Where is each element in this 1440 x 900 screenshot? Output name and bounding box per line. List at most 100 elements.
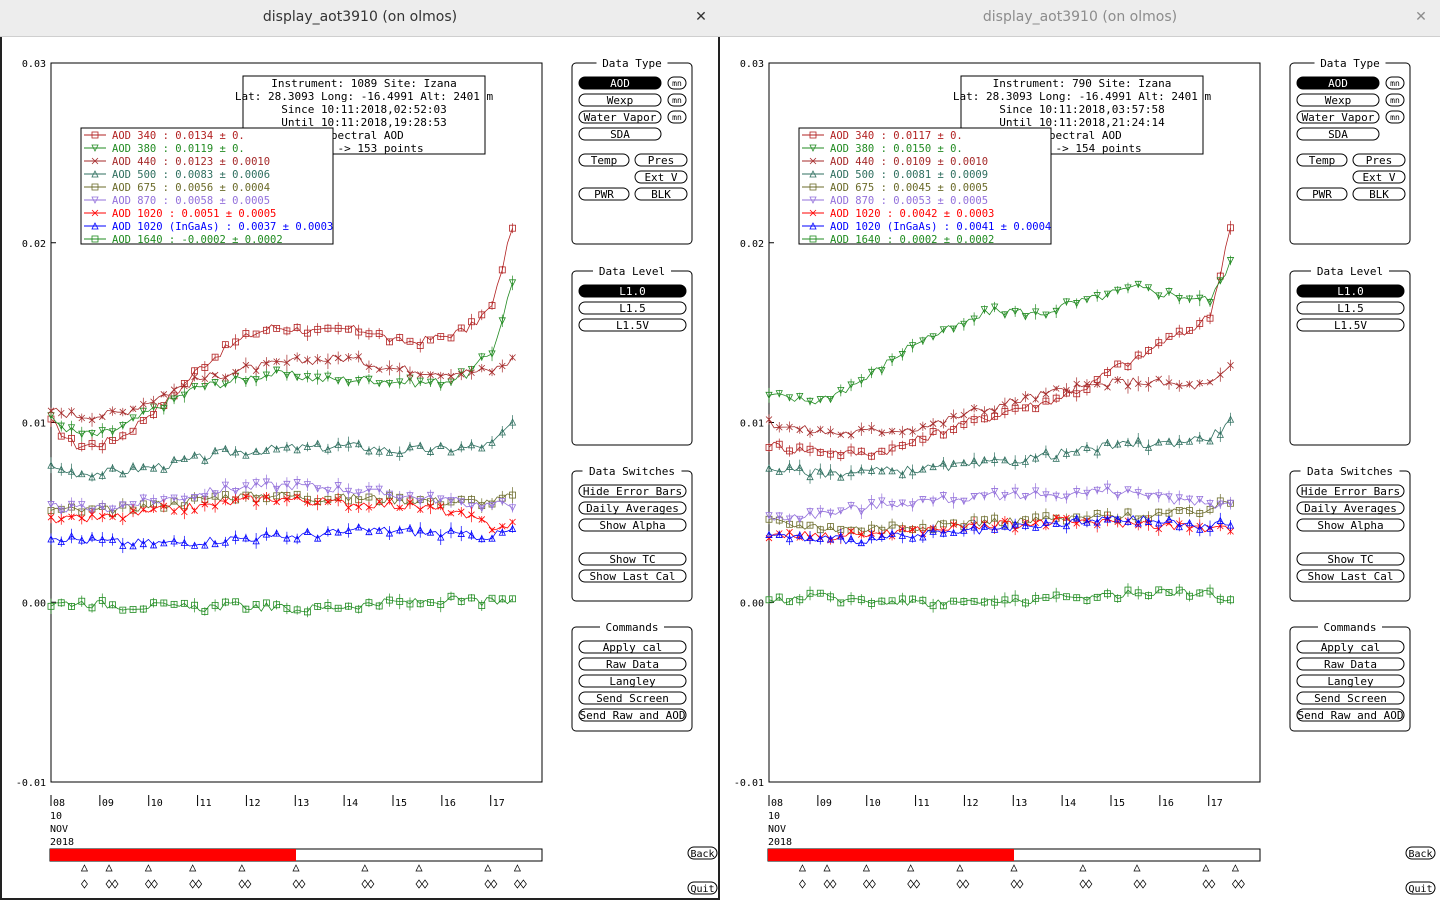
button-label[interactable]: mn [672,96,682,105]
pwr-button[interactable]: PWR [1296,187,1348,201]
blk-button[interactable]: BLK [1352,187,1406,201]
button-label[interactable]: L1.0 [1337,285,1364,298]
back-button[interactable]: Back [1405,846,1436,860]
button-label[interactable]: PWR [594,188,614,201]
button-frame[interactable] [687,881,718,895]
button-frame[interactable] [1296,284,1405,298]
daily-averages-button[interactable]: Daily Averages [578,501,687,515]
button-label[interactable]: Back [1408,849,1432,860]
slider-fill[interactable] [50,849,296,861]
button-label[interactable]: SDA [1328,128,1348,141]
apply-cal-button[interactable]: Apply cal [578,640,687,654]
show-last-cal-button[interactable]: Show Last Cal [1296,569,1405,583]
button-frame[interactable] [667,93,687,107]
quit-button[interactable]: Quit [687,881,718,895]
level-l10-button[interactable]: L1.0 [1296,284,1405,298]
level-l10-button[interactable]: L1.0 [578,284,687,298]
water-vapor-mn-button[interactable]: mn [1385,110,1405,124]
button-frame[interactable] [578,657,687,671]
button-frame[interactable] [1296,657,1405,671]
button-label[interactable]: Hide Error Bars [583,485,682,498]
button-frame[interactable] [1296,708,1405,722]
sda-button[interactable]: SDA [1296,127,1380,141]
button-label[interactable]: Show TC [609,553,655,566]
button-frame[interactable] [634,153,688,167]
wexp-mn-button[interactable]: mn [1385,93,1405,107]
button-frame[interactable] [1405,846,1436,860]
button-frame[interactable] [578,153,630,167]
button-label[interactable]: Daily Averages [1304,502,1397,515]
button-label[interactable]: Apply cal [603,641,663,654]
button-frame[interactable] [578,187,630,201]
button-frame[interactable] [1385,76,1405,90]
ext-v-button[interactable]: Ext V [1352,170,1406,184]
button-label[interactable]: Apply cal [1321,641,1381,654]
button-label[interactable]: AOD [610,77,630,90]
button-frame[interactable] [1296,110,1380,124]
button-frame[interactable] [1296,674,1405,688]
wexp-button[interactable]: Wexp [578,93,662,107]
slider-fill[interactable] [768,849,1014,861]
water-vapor-button[interactable]: Water Vapor [1296,110,1380,124]
button-label[interactable]: Quit [1408,884,1432,895]
pres-button[interactable]: Pres [1352,153,1406,167]
button-frame[interactable] [1296,484,1405,498]
button-frame[interactable] [1385,110,1405,124]
button-label[interactable]: Send Raw and AOD [1298,709,1404,722]
hide-error-bars-button[interactable]: Hide Error Bars [578,484,687,498]
send-raw-and-aod-button[interactable]: Send Raw and AOD [1296,708,1405,722]
hide-error-bars-button[interactable]: Hide Error Bars [1296,484,1405,498]
button-frame[interactable] [687,846,718,860]
button-label[interactable]: Temp [591,154,618,167]
button-label[interactable]: L1.5V [1334,319,1367,332]
button-frame[interactable] [1296,518,1405,532]
button-label[interactable]: PWR [1312,188,1332,201]
button-frame[interactable] [1352,170,1406,184]
back-button[interactable]: Back [687,846,718,860]
button-frame[interactable] [578,127,662,141]
raw-data-button[interactable]: Raw Data [578,657,687,671]
aod-button[interactable]: AOD [578,76,662,90]
button-frame[interactable] [578,484,687,498]
button-label[interactable]: Ext V [1362,171,1395,184]
button-frame[interactable] [667,110,687,124]
wexp-mn-button[interactable]: mn [667,93,687,107]
button-label[interactable]: Daily Averages [586,502,679,515]
close-icon[interactable]: ✕ [695,9,707,25]
button-label[interactable]: Hide Error Bars [1301,485,1400,498]
water-vapor-button[interactable]: Water Vapor [578,110,662,124]
button-label[interactable]: L1.5 [619,302,646,315]
button-label[interactable]: Back [690,849,714,860]
button-frame[interactable] [1296,187,1348,201]
button-frame[interactable] [1296,640,1405,654]
send-raw-and-aod-button[interactable]: Send Raw and AOD [578,708,687,722]
button-frame[interactable] [1385,93,1405,107]
button-label[interactable]: Show TC [1327,553,1373,566]
button-label[interactable]: Send Screen [596,692,669,705]
raw-data-button[interactable]: Raw Data [1296,657,1405,671]
titlebar[interactable]: display_aot3910 (on olmos) ✕ [720,0,1440,37]
button-frame[interactable] [1405,881,1436,895]
show-tc-button[interactable]: Show TC [578,552,687,566]
button-frame[interactable] [1296,501,1405,515]
wexp-button[interactable]: Wexp [1296,93,1380,107]
langley-button[interactable]: Langley [578,674,687,688]
button-label[interactable]: Show Last Cal [589,570,675,583]
button-label[interactable]: Pres [648,154,675,167]
button-frame[interactable] [578,674,687,688]
button-frame[interactable] [1296,127,1380,141]
button-label[interactable]: L1.5V [616,319,649,332]
button-frame[interactable] [578,76,662,90]
button-frame[interactable] [578,501,687,515]
time-slider[interactable] [767,848,1261,862]
aod-mn-button[interactable]: mn [667,76,687,90]
pres-button[interactable]: Pres [634,153,688,167]
button-label[interactable]: Water Vapor [584,111,657,124]
button-label[interactable]: Temp [1309,154,1336,167]
button-frame[interactable] [1296,691,1405,705]
button-frame[interactable] [578,93,662,107]
button-label[interactable]: Send Screen [1314,692,1387,705]
button-label[interactable]: Quit [690,884,714,895]
show-alpha-button[interactable]: Show Alpha [1296,518,1405,532]
button-label[interactable]: Ext V [644,171,677,184]
